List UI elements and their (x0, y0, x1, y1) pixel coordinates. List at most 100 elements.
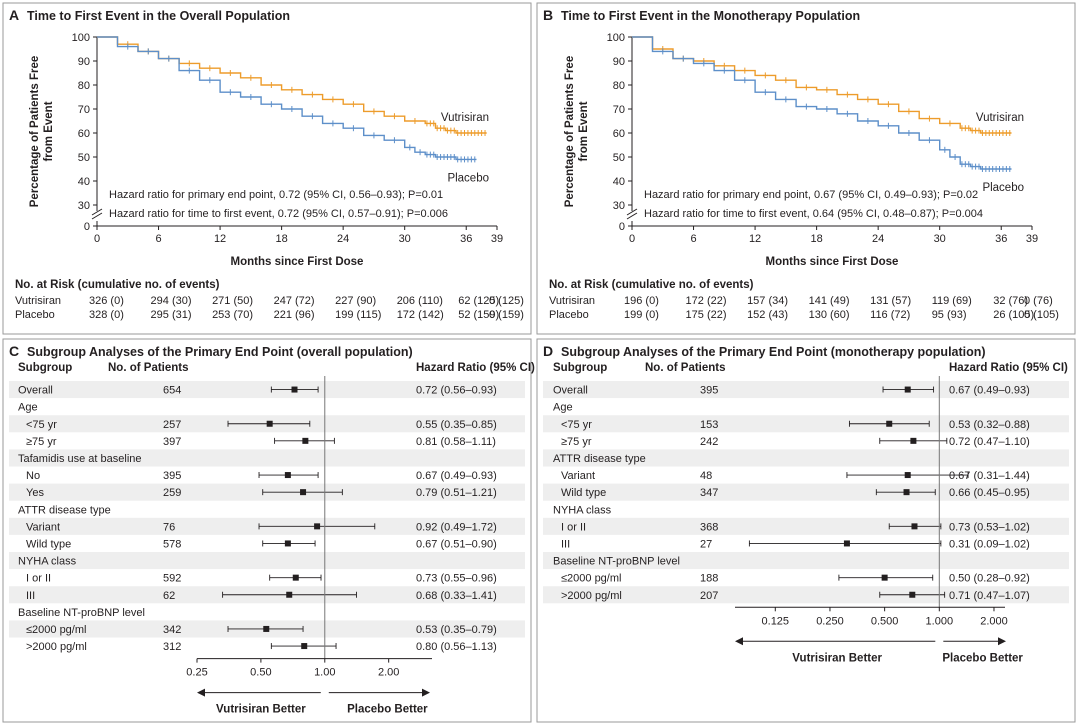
x-tick-label: 36 (995, 233, 1007, 245)
point-estimate (302, 437, 309, 444)
point-estimate (292, 574, 299, 581)
patient-count: 395 (700, 385, 718, 397)
subgroup-label: III (26, 590, 35, 602)
x-tick-label: 24 (337, 233, 349, 245)
subgroup-label: I or II (561, 521, 586, 533)
at-risk-cell: 295 (31) (151, 309, 192, 321)
forest-x-tick-label: 2.00 (378, 667, 399, 679)
at-risk-cell: 196 (0) (624, 295, 659, 307)
patient-count: 188 (700, 573, 718, 585)
at-risk-cell: 0 (76) (1024, 295, 1053, 307)
at-risk-cell: 116 (72) (870, 309, 910, 321)
point-estimate (286, 591, 293, 598)
forest-x-tick-label: 0.25 (186, 667, 207, 679)
forest-x-tick-label: 0.500 (871, 615, 899, 627)
hazard-ratio-text: 0.66 (0.45–0.95) (949, 487, 1030, 499)
y-tick-label: 70 (613, 104, 625, 116)
hazard-ratio-first-event: Hazard ratio for time to first event, 0.… (644, 208, 983, 220)
x-tick-label: 24 (872, 233, 884, 245)
y-tick-label: 50 (78, 152, 90, 164)
at-risk-cell: 0 (159) (489, 309, 524, 321)
panel-title-c: Subgroup Analyses of the Primary End Poi… (27, 345, 413, 359)
at-risk-cell: 221 (96) (274, 309, 315, 321)
row-band (543, 517, 1069, 535)
arrow-left-head (735, 637, 743, 646)
subgroup-label: Overall (553, 385, 588, 397)
subgroup-label: Wild type (26, 538, 71, 550)
panel-letter-b: B (543, 7, 553, 23)
row-band (543, 483, 1069, 501)
favors-vutrisiran: Vutrisiran Better (216, 704, 306, 716)
subgroup-label: Wild type (561, 487, 606, 499)
y-tick-label: 80 (78, 80, 90, 92)
patient-count: 395 (163, 470, 181, 482)
at-risk-title: No. at Risk (cumulative no. of events) (15, 279, 220, 291)
row-band (543, 449, 1069, 467)
hazard-ratio-text: 0.67 (0.49–0.93) (416, 470, 497, 482)
subgroup-label: ≤2000 pg/ml (561, 573, 621, 585)
at-risk-cell: 199 (115) (335, 309, 381, 321)
subgroup-header: Tafamidis use at baseline (18, 453, 142, 465)
y-tick-label: 0 (84, 221, 90, 233)
row-band (543, 586, 1069, 604)
y-tick-label: 100 (607, 32, 625, 44)
subgroup-label: >2000 pg/ml (561, 590, 622, 602)
patient-count: 76 (163, 521, 175, 533)
panel-letter-a: A (9, 7, 19, 23)
panel-d-forest-monotherapy: D Subgroup Analyses of the Primary End Po… (543, 343, 1069, 664)
point-estimate (909, 591, 916, 598)
y-axis-title-line2: from Event (43, 101, 55, 161)
patient-count: 259 (163, 487, 181, 499)
favors-placebo: Placebo Better (942, 652, 1023, 664)
subgroup-label: ≥75 yr (561, 436, 592, 448)
patient-count: 48 (700, 470, 712, 482)
header-patients: No. of Patients (108, 362, 189, 374)
panel-c-forest-overall: C Subgroup Analyses of the Primary End Po… (9, 343, 535, 716)
at-risk-cell: 141 (49) (809, 295, 850, 307)
row-band (9, 552, 525, 570)
subgroup-label: Variant (26, 521, 60, 533)
at-risk-title: No. at Risk (cumulative no. of events) (549, 279, 754, 291)
row-band (9, 381, 525, 399)
at-risk-cell: 253 (70) (212, 309, 253, 321)
hazard-ratio-text: 0.72 (0.56–0.93) (416, 385, 497, 397)
row-band (543, 415, 1069, 433)
forest-x-tick-label: 1.000 (926, 615, 954, 627)
point-estimate (300, 489, 307, 496)
x-tick-label: 12 (749, 233, 761, 245)
subgroup-header: NYHA class (18, 556, 77, 568)
forest-x-tick-label: 1.00 (314, 667, 335, 679)
point-estimate (904, 386, 911, 393)
hazard-ratio-text: 0.53 (0.35–0.79) (416, 624, 497, 636)
curve-label-vutrisiran: Vutrisiran (976, 112, 1024, 124)
subgroup-label: ≥75 yr (26, 436, 57, 448)
forest-x-tick-label: 0.250 (816, 615, 844, 627)
point-estimate (291, 386, 298, 393)
at-risk-cell: 328 (0) (89, 309, 124, 321)
forest-x-tick-label: 0.125 (762, 615, 790, 627)
x-tick-label: 0 (629, 233, 635, 245)
subgroup-label: I or II (26, 573, 51, 585)
at-risk-cell: 199 (0) (624, 309, 659, 321)
row-band (543, 552, 1069, 570)
at-risk-cell: 175 (22) (686, 309, 727, 321)
hazard-ratio-text: 0.53 (0.32–0.88) (949, 419, 1030, 431)
patient-count: 397 (163, 436, 181, 448)
curve-label-vutrisiran: Vutrisiran (441, 112, 489, 124)
y-tick-label: 60 (613, 128, 625, 140)
x-tick-label: 6 (155, 233, 161, 245)
forest-x-tick-label: 2.000 (980, 615, 1008, 627)
at-risk-cell: 172 (142) (397, 309, 444, 321)
panel-letter-c: C (9, 343, 19, 359)
y-tick-label: 50 (613, 152, 625, 164)
x-tick-label: 18 (810, 233, 822, 245)
at-risk-label: Vutrisiran (549, 295, 595, 307)
panel-a-km-overall: A Time to First Event in the Overall Popu… (9, 7, 524, 321)
at-risk-cell: 294 (30) (151, 295, 192, 307)
patient-count: 312 (163, 641, 181, 653)
y-tick-label: 80 (613, 80, 625, 92)
subgroup-header: Age (18, 402, 38, 414)
subgroup-header: ATTR disease type (18, 504, 111, 516)
panel-frame-c (2, 338, 532, 723)
axis-break-mark (91, 208, 103, 216)
